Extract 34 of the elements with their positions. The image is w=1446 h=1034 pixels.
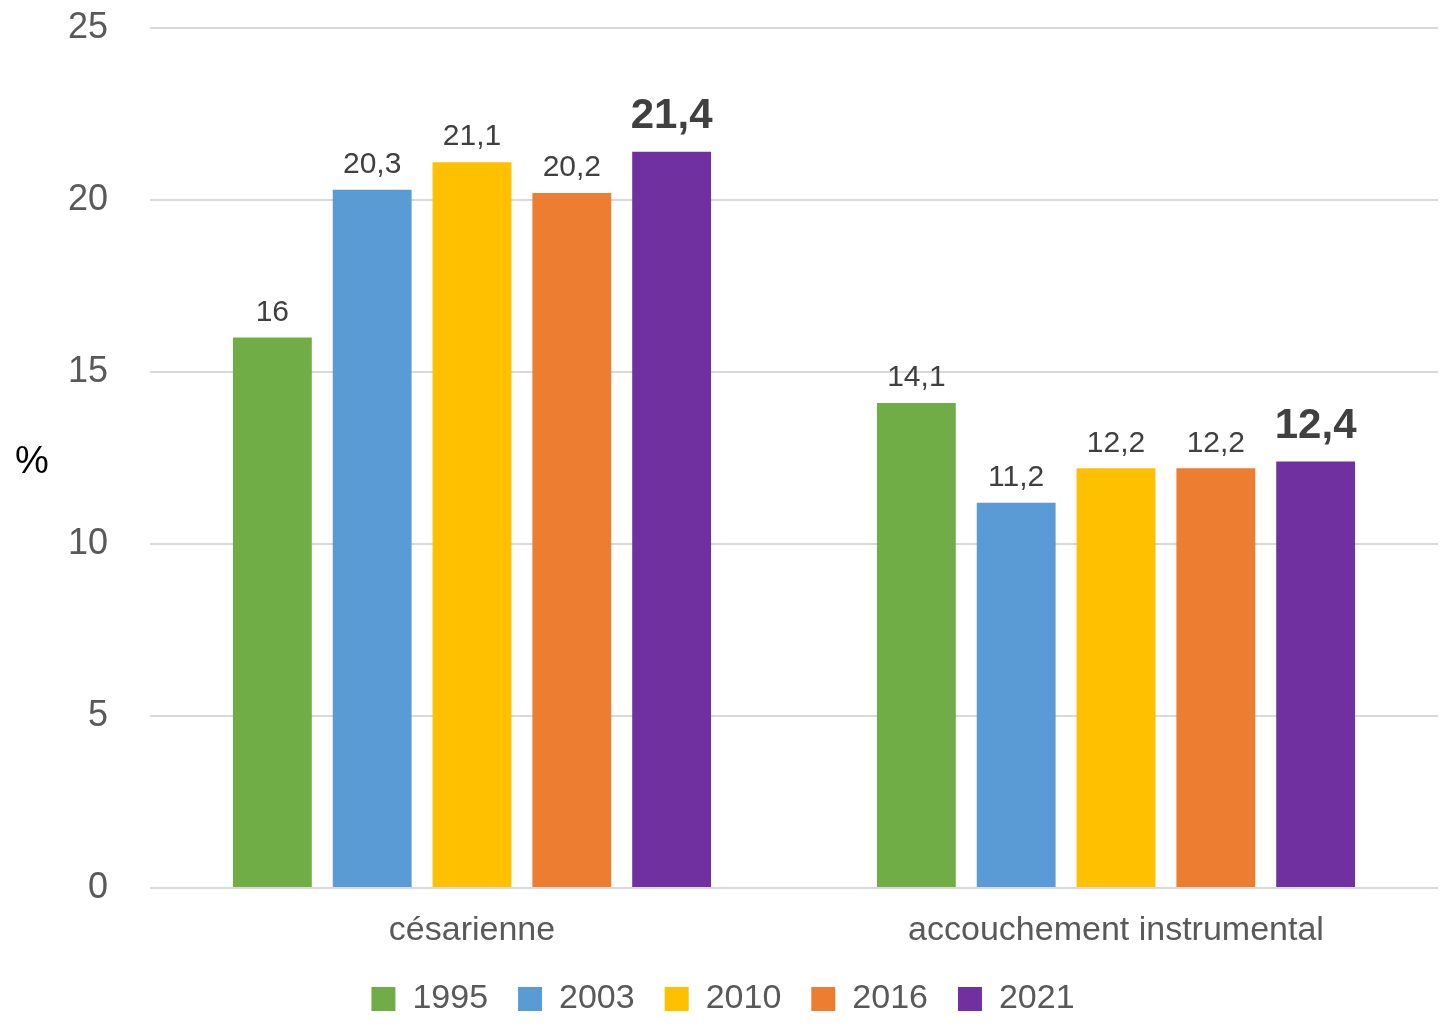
data-label: 14,1 bbox=[887, 359, 946, 393]
data-label: 20,2 bbox=[542, 149, 602, 183]
data-label: 11,2 bbox=[988, 458, 1045, 492]
bar bbox=[976, 502, 1056, 887]
bar bbox=[432, 162, 512, 887]
y-tick-label: 20 bbox=[67, 176, 108, 218]
legend-label: 2010 bbox=[705, 977, 782, 1016]
y-tick-label: 5 bbox=[87, 692, 108, 734]
y-tick-label: 15 bbox=[67, 348, 108, 390]
data-label: 16 bbox=[255, 293, 290, 327]
bar bbox=[1276, 461, 1356, 887]
legend-label: 2021 bbox=[998, 977, 1075, 1016]
data-label: 21,1 bbox=[442, 118, 502, 152]
data-label: 12,2 bbox=[1186, 424, 1246, 458]
bar bbox=[532, 193, 612, 887]
legend-label: 2016 bbox=[852, 977, 928, 1016]
bar bbox=[1076, 468, 1156, 887]
y-tick-label: 10 bbox=[67, 520, 108, 562]
bar bbox=[232, 337, 312, 887]
data-label: 12,4 bbox=[1274, 400, 1358, 448]
data-label: 20,3 bbox=[342, 145, 402, 179]
y-tick-label: 0 bbox=[87, 864, 108, 906]
bar bbox=[876, 402, 956, 887]
bar bbox=[632, 151, 712, 887]
x-tick-label: césarienne bbox=[388, 909, 556, 948]
x-tick-label: accouchement instrumental bbox=[908, 909, 1324, 948]
y-axis-title: % bbox=[15, 439, 49, 482]
y-tick-label: 25 bbox=[67, 4, 108, 46]
bar bbox=[332, 189, 412, 887]
legend-label: 1995 bbox=[412, 977, 489, 1016]
data-label: 21,4 bbox=[630, 90, 714, 138]
data-label: 12,2 bbox=[1086, 424, 1146, 458]
bar bbox=[1176, 468, 1256, 887]
legend-label: 2003 bbox=[559, 977, 635, 1016]
